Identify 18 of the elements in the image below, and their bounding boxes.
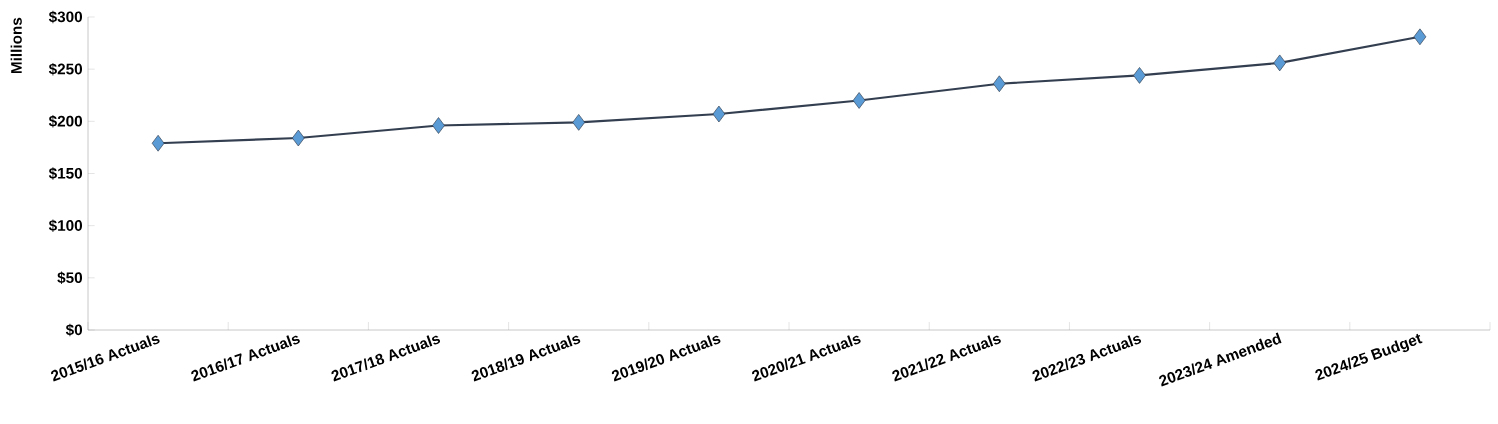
- y-tick-label: $50: [57, 271, 83, 285]
- point: [292, 129, 305, 147]
- point: [1133, 67, 1146, 84]
- point: [712, 105, 726, 123]
- point: [1413, 28, 1427, 46]
- point: [993, 75, 1006, 93]
- y-tick-label: $0: [65, 323, 83, 337]
- point: [852, 92, 866, 109]
- y-tick-label: $150: [48, 167, 83, 180]
- y-tick-label: $200: [48, 115, 83, 128]
- y-axis-title: Millions: [10, 17, 22, 74]
- point: [151, 134, 165, 152]
- point: [432, 117, 445, 134]
- point: [1273, 54, 1287, 72]
- y-tick-label: $100: [48, 219, 83, 232]
- y-tick-label: $300: [48, 10, 83, 24]
- y-tick-label: $250: [48, 62, 83, 76]
- point: [572, 114, 586, 131]
